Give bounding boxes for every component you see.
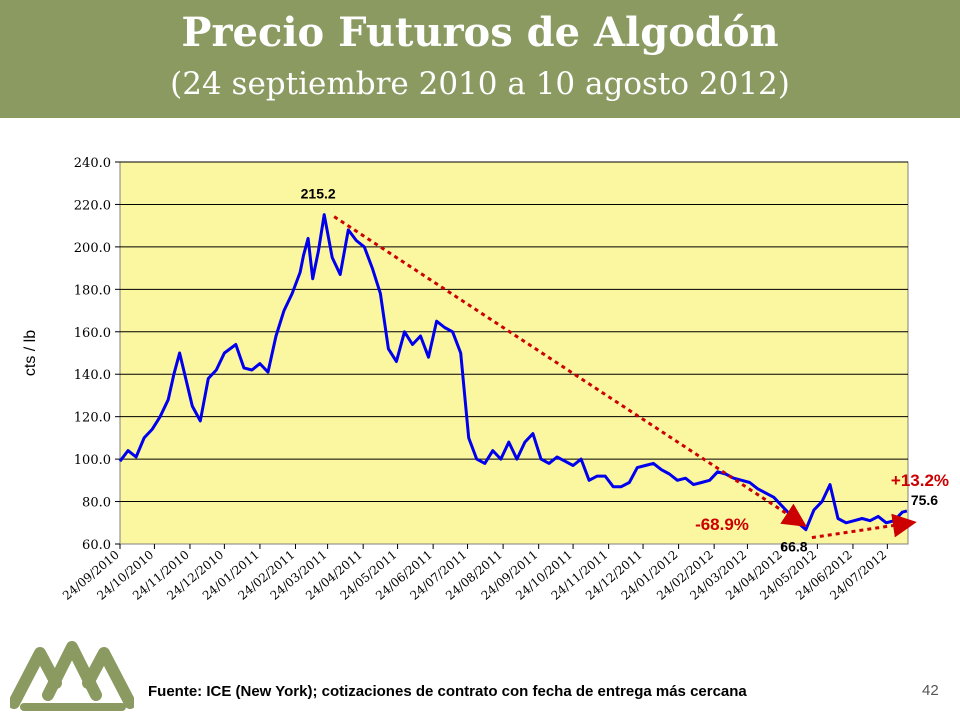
y-tick-label: 160.0 <box>74 326 111 341</box>
title-banner: Precio Futuros de Algodón (24 septiembre… <box>0 0 960 118</box>
slide-title: Precio Futuros de Algodón <box>181 9 779 56</box>
y-tick-label: 120.0 <box>74 411 111 426</box>
cotton-price-chart: 60.0 80.0 100.0 120.0 140.0 160.0 180.0 200.0 22… <box>22 156 949 603</box>
slide-subtitle: (24 septiembre 2010 a 10 agosto 2012) <box>170 66 790 102</box>
y-tick-label: 60.0 <box>82 538 111 553</box>
x-axis-ticks: 24/09/201024/10/201024/11/201024/12/2010… <box>60 544 889 603</box>
y-tick-label: 100.0 <box>74 453 111 468</box>
last-value-label: 75.6 <box>911 492 938 508</box>
source-note: Fuente: ICE (New York); cotizaciones de … <box>148 683 747 700</box>
logo-icon <box>10 641 134 711</box>
y-tick-label: 200.0 <box>74 241 111 256</box>
decline-label: -68.9% <box>695 515 749 534</box>
page-number: 42 <box>922 682 939 699</box>
y-tick-label: 80.0 <box>82 496 111 511</box>
y-tick-label: 240.0 <box>74 156 111 171</box>
series-line <box>118 213 908 532</box>
y-tick-label: 140.0 <box>74 368 111 383</box>
y-tick-label: 220.0 <box>74 198 111 213</box>
low-label: 66.8 <box>780 539 807 555</box>
peak-label: 215.2 <box>301 186 336 202</box>
series-group <box>118 213 908 532</box>
annotations: 215.2 66.8 75.6 -68.9% +13.2% <box>301 186 949 555</box>
y-tick-label: 180.0 <box>74 283 111 298</box>
y-axis-label: cts / lb <box>22 330 39 376</box>
y-axis-ticks: 60.0 80.0 100.0 120.0 140.0 160.0 180.0 200.0 22… <box>74 156 120 553</box>
decline-arrow <box>333 215 807 527</box>
plot-area <box>119 161 909 545</box>
rise-arrow <box>811 513 917 540</box>
rise-label: +13.2% <box>891 471 949 490</box>
